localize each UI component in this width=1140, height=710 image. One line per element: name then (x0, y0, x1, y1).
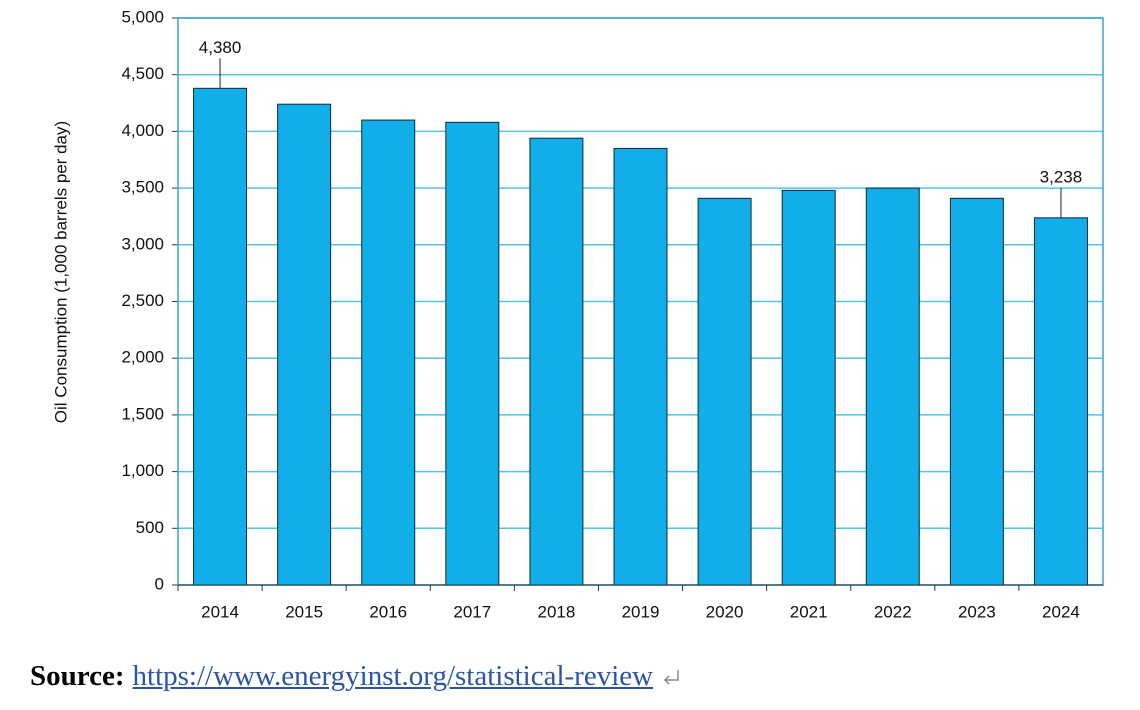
x-tick-label: 2021 (790, 602, 828, 621)
x-tick-label: 2023 (958, 602, 996, 621)
y-tick-label: 4,500 (121, 64, 164, 83)
y-tick-label: 5,000 (121, 7, 164, 26)
bar (865, 187, 920, 586)
bar (781, 189, 836, 586)
bar (613, 147, 668, 586)
x-tick-label: 2020 (706, 602, 744, 621)
x-tick-label: 2014 (201, 602, 239, 621)
x-tick-label: 2015 (285, 602, 323, 621)
y-tick-label: 3,500 (121, 178, 164, 197)
source-label: Source: (30, 660, 125, 692)
bar (529, 137, 584, 586)
y-axis-title: Oil Consumption (1,000 barrels per day) (51, 121, 70, 423)
y-tick-label: 500 (136, 518, 164, 537)
y-tick-label: 2,500 (121, 291, 164, 310)
x-tick-label: 2022 (874, 602, 912, 621)
bar (949, 197, 1004, 586)
y-tick-label: 3,000 (121, 234, 164, 253)
y-tick-label: 2,000 (121, 348, 164, 367)
x-tick-label: 2019 (622, 602, 660, 621)
x-tick-label: 2016 (369, 602, 407, 621)
y-tick-label: 1,500 (121, 404, 164, 423)
y-tick-label: 1,000 (121, 461, 164, 480)
bar (1033, 217, 1088, 586)
source-link[interactable]: https://www.energyinst.org/statistical-r… (132, 660, 654, 692)
return-mark (664, 670, 680, 685)
x-tick-label: 2018 (537, 602, 575, 621)
bar (445, 121, 500, 586)
bar (277, 103, 332, 586)
y-tick-label: 4,000 (121, 121, 164, 140)
bar (697, 197, 752, 586)
x-tick-label: 2024 (1042, 602, 1080, 621)
bar (361, 119, 416, 586)
source-line: Source: https://www.energyinst.org/statis… (30, 660, 684, 693)
chart: Oil Consumption (1,000 barrels per day) … (51, 7, 1104, 621)
x-tick-label: 2017 (453, 602, 491, 621)
bar (193, 87, 248, 586)
y-tick-label: 0 (155, 574, 164, 593)
data-label: 3,238 (1040, 167, 1083, 186)
data-label: 4,380 (199, 38, 242, 57)
